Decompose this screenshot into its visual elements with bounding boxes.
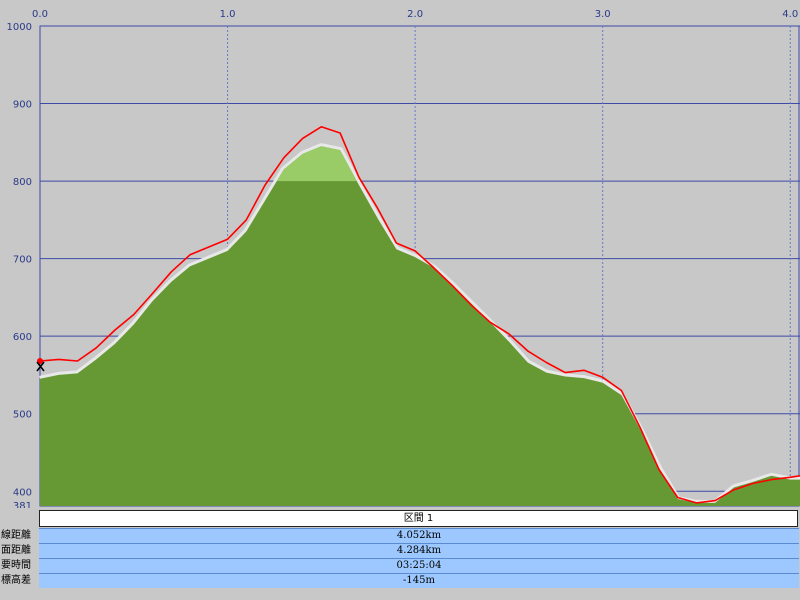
x-axis-ticks: 0.0 1.0 2.0 3.0 4.0	[32, 9, 798, 20]
terrain-summit-fill	[276, 146, 357, 182]
row-value: 03:25:04	[39, 558, 799, 573]
y-tick-label: 600	[13, 332, 32, 343]
row-value: 4.284km	[39, 543, 799, 558]
info-row: 要時間 03:25:04	[0, 558, 800, 573]
x-tick-label: 4.0	[782, 9, 798, 20]
info-row: 標高差 -145m	[0, 573, 800, 588]
y-tick-label: 800	[13, 177, 32, 188]
row-label: 面距離	[0, 543, 38, 558]
row-label: 線距離	[0, 528, 38, 543]
y-tick-label: 1000	[7, 22, 32, 33]
y-axis-ticks: 400 500 600 700 800 900 1000 381	[7, 22, 32, 508]
section-label: 区間 1	[403, 513, 434, 524]
section-header: 区間 1	[39, 510, 798, 527]
start-point	[37, 357, 43, 364]
track-path	[39, 126, 800, 504]
track-line	[37, 126, 800, 504]
terrain-fill	[40, 146, 800, 506]
x-tick-label: 2.0	[407, 9, 423, 20]
elevation-profile-chart: 0.0 1.0 2.0 3.0 4.0 400 500 600 700 800 900 1000 38…	[6, 9, 800, 508]
y-tick-label: 700	[13, 255, 32, 266]
x-marker-icon	[36, 361, 45, 372]
y-tick-label: 900	[13, 100, 32, 111]
info-row: 面距離 4.284km	[0, 543, 800, 558]
y-tick-label: 500	[13, 410, 32, 421]
row-label: 標高差	[0, 573, 38, 588]
x-tick-label: 0.0	[32, 9, 48, 20]
y-tick-label: 400	[13, 487, 32, 498]
row-label: 要時間	[0, 558, 38, 573]
x-tick-label: 3.0	[595, 9, 611, 20]
row-value: 4.052km	[39, 528, 799, 543]
info-row: 線距離 4.052km	[0, 528, 800, 543]
terrain-area	[39, 143, 800, 506]
x-tick-label: 1.0	[220, 9, 236, 20]
row-value: -145m	[39, 573, 799, 588]
section-info-panel: 区間 1 線距離 4.052km 面距離 4.284km 要時間 03:25:0…	[0, 508, 800, 600]
y-min-label: 381	[13, 501, 32, 508]
